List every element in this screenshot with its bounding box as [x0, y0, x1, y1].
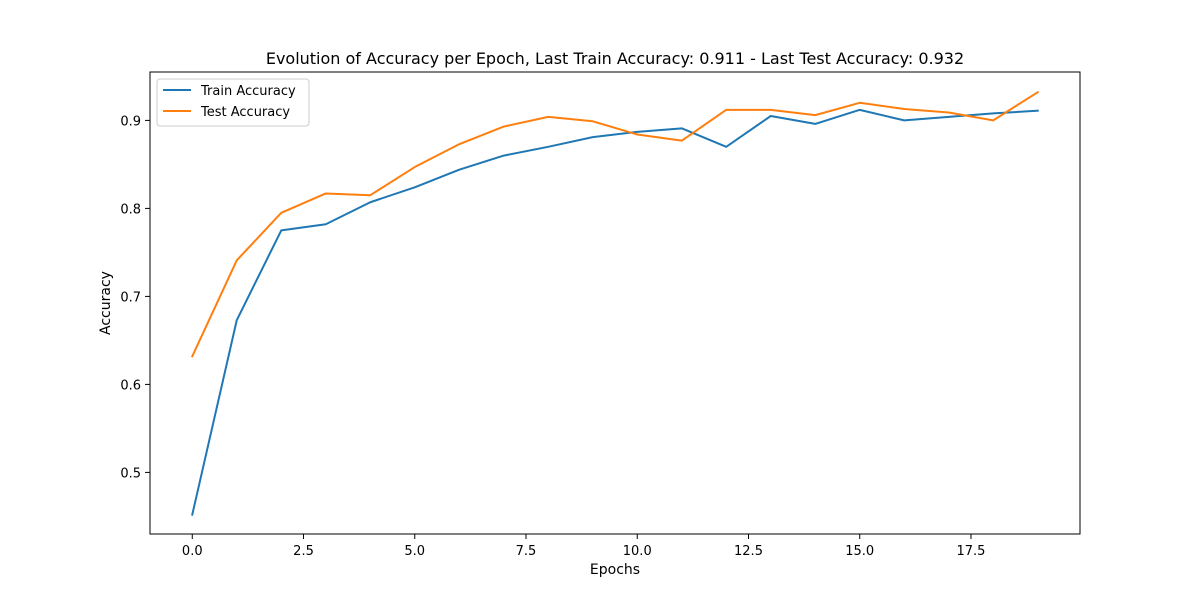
- legend-box: [156, 78, 310, 127]
- y-tick-label: 0.7: [120, 290, 141, 305]
- x-tick-label: 12.5: [734, 544, 763, 559]
- x-tick-label: 17.5: [957, 544, 986, 559]
- x-tick-label: 5.0: [404, 544, 425, 559]
- y-tick-label: 0.9: [120, 114, 141, 129]
- x-tick-label: 15.0: [845, 544, 874, 559]
- series-lines: [190, 90, 1040, 516]
- y-tick-label: 0.5: [120, 466, 141, 481]
- y-axis-label: Accuracy: [98, 271, 114, 335]
- y-axis-ticks: 0.5 0.6 0.7 0.8 0.9: [120, 114, 150, 481]
- legend-label-train: Train Accuracy: [200, 84, 296, 99]
- series-line-train: [191, 108, 1039, 516]
- legend-label-test: Test Accuracy: [200, 105, 290, 120]
- x-axis-ticks: 0.0 2.5 5.0 7.5 10.0 12.5 15.0 17.5: [182, 534, 986, 559]
- y-tick-label: 0.8: [120, 202, 141, 217]
- x-tick-label: 7.5: [516, 544, 537, 559]
- plot-area-frame: [149, 71, 1081, 535]
- series-line-test: [190, 90, 1040, 358]
- x-tick-label: 2.5: [293, 544, 314, 559]
- x-axis-label: Epochs: [590, 562, 640, 578]
- chart-title: Evolution of Accuracy per Epoch, Last Tr…: [266, 49, 964, 68]
- legend: Train Accuracy Test Accuracy: [156, 78, 310, 127]
- x-tick-label: 0.0: [182, 544, 203, 559]
- x-tick-label: 10.0: [623, 544, 652, 559]
- y-tick-label: 0.6: [120, 378, 141, 393]
